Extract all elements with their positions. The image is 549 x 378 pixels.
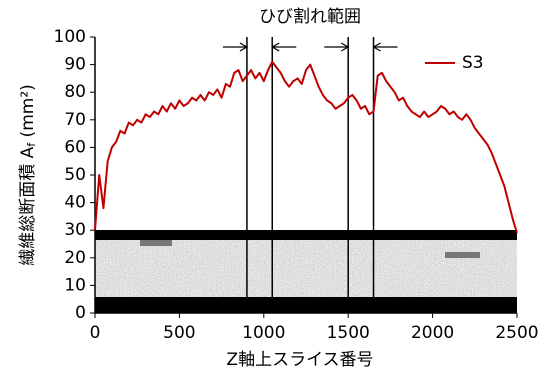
- chart-title: ひび割れ範囲: [259, 7, 361, 27]
- chart: ひび割れ範囲 Z軸上スライス番号 繊維総断面積 Af (mm²) 0 10 20 30…: [0, 0, 549, 378]
- y-tick-label: 70: [64, 110, 86, 130]
- crack-arrow: [324, 43, 348, 51]
- crack-arrow: [223, 43, 247, 51]
- legend-label: S3: [462, 53, 484, 73]
- x-tick-label: 2500: [495, 323, 538, 343]
- y-tick-label: 30: [64, 220, 86, 240]
- y-tick-label: 0: [75, 303, 86, 323]
- x-tick-label: 2000: [411, 323, 454, 343]
- x-tick-label: 1500: [327, 323, 370, 343]
- ct-slice-image: [95, 230, 517, 313]
- y-tick-label: 80: [64, 82, 86, 102]
- x-tick-label: 500: [163, 323, 195, 343]
- y-tick-label: 90: [64, 55, 86, 75]
- y-axis-label: 繊維総断面積 Af (mm²): [18, 84, 38, 266]
- crack-arrow: [374, 43, 398, 51]
- y-tick-label: 10: [64, 275, 86, 295]
- data-line: [95, 62, 517, 233]
- crack-arrow: [272, 43, 296, 51]
- x-tick-label: 1000: [242, 323, 285, 343]
- y-tick-label: 20: [64, 248, 86, 268]
- y-tick-label: 40: [64, 193, 86, 213]
- y-tick-label: 100: [54, 27, 86, 47]
- x-axis-label: Z軸上スライス番号: [226, 350, 373, 370]
- y-tick-label: 50: [64, 165, 86, 185]
- x-tick-label: 0: [90, 323, 101, 343]
- y-tick-label: 60: [64, 137, 86, 157]
